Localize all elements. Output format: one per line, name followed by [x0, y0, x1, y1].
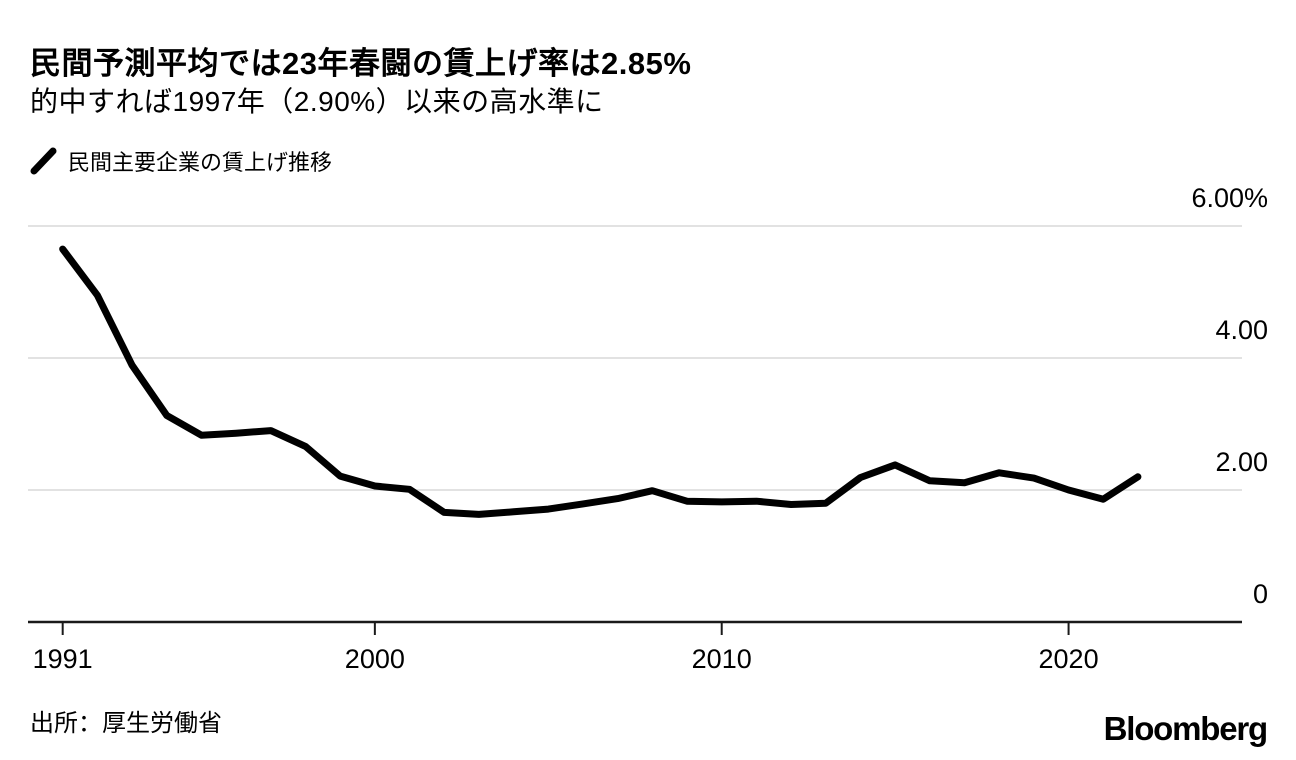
y-axis-label: 4.00	[1215, 315, 1268, 345]
chart-title: 民間予測平均では23年春闘の賃上げ率は2.85%	[30, 46, 692, 81]
source-note: 出所：厚生労働省	[30, 710, 222, 737]
x-axis-label: 2000	[344, 644, 405, 674]
legend-label: 民間主要企業の賃上げ推移	[68, 150, 333, 175]
line-slash-icon	[30, 147, 57, 175]
chart-subtitle: 的中すれば1997年（2.90%）以来の高水準に	[30, 86, 604, 117]
data-line	[59, 245, 1142, 518]
bloomberg-logo: Bloomberg	[1103, 710, 1269, 747]
x-axis-label: 2020	[1038, 644, 1099, 674]
x-axis-label: 1991	[32, 644, 93, 674]
x-axis-label: 2010	[691, 644, 752, 674]
legend: 民間主要企業の賃上げ推移	[30, 145, 332, 177]
y-axis-label: 2.00	[1215, 447, 1268, 477]
y-axis-label: 6.00%	[1191, 183, 1268, 213]
y-axis-label: 0	[1252, 579, 1268, 609]
